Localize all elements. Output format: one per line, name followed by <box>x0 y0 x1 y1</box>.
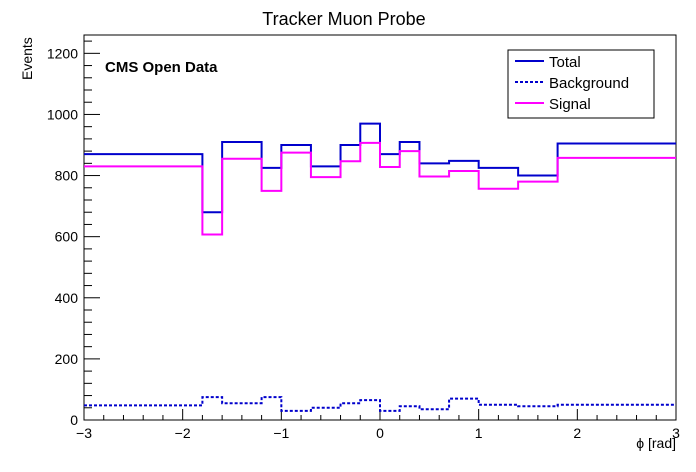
cms-open-data-label: CMS Open Data <box>105 59 218 76</box>
y-tick-label: 1200 <box>47 45 78 61</box>
legend-label-signal: Signal <box>549 96 591 113</box>
x-tick-label: 0 <box>376 425 384 441</box>
x-tick-label: −1 <box>273 425 289 441</box>
axis-ticks: −3 −2 −1 0 1 2 3 0 200 400 600 800 1000 1200 <box>47 40 680 441</box>
legend-label-total: Total <box>549 54 581 71</box>
x-tick-label: 3 <box>672 425 680 441</box>
series-background-line <box>84 396 676 412</box>
y-tick-label: 0 <box>70 412 78 428</box>
y-tick-label: 200 <box>55 351 79 367</box>
x-tick-label: 1 <box>475 425 483 441</box>
y-tick-label: 400 <box>55 290 79 306</box>
y-tick-label: 1000 <box>47 106 78 122</box>
x-tick-label: −2 <box>175 425 191 441</box>
series-signal-line <box>84 141 676 236</box>
legend: Total Background Signal <box>507 49 655 119</box>
y-tick-label: 600 <box>55 229 79 245</box>
x-axis-label: ϕ [rad] <box>636 435 676 451</box>
series-total-line <box>84 122 676 214</box>
data-series <box>84 122 676 412</box>
y-axis-label: Events <box>19 37 35 80</box>
y-tick-label: 800 <box>55 168 79 184</box>
x-tick-label: −3 <box>76 425 92 441</box>
legend-label-background: Background <box>549 75 629 92</box>
x-tick-label: 2 <box>573 425 581 441</box>
chart-title: Tracker Muon Probe <box>262 9 425 29</box>
